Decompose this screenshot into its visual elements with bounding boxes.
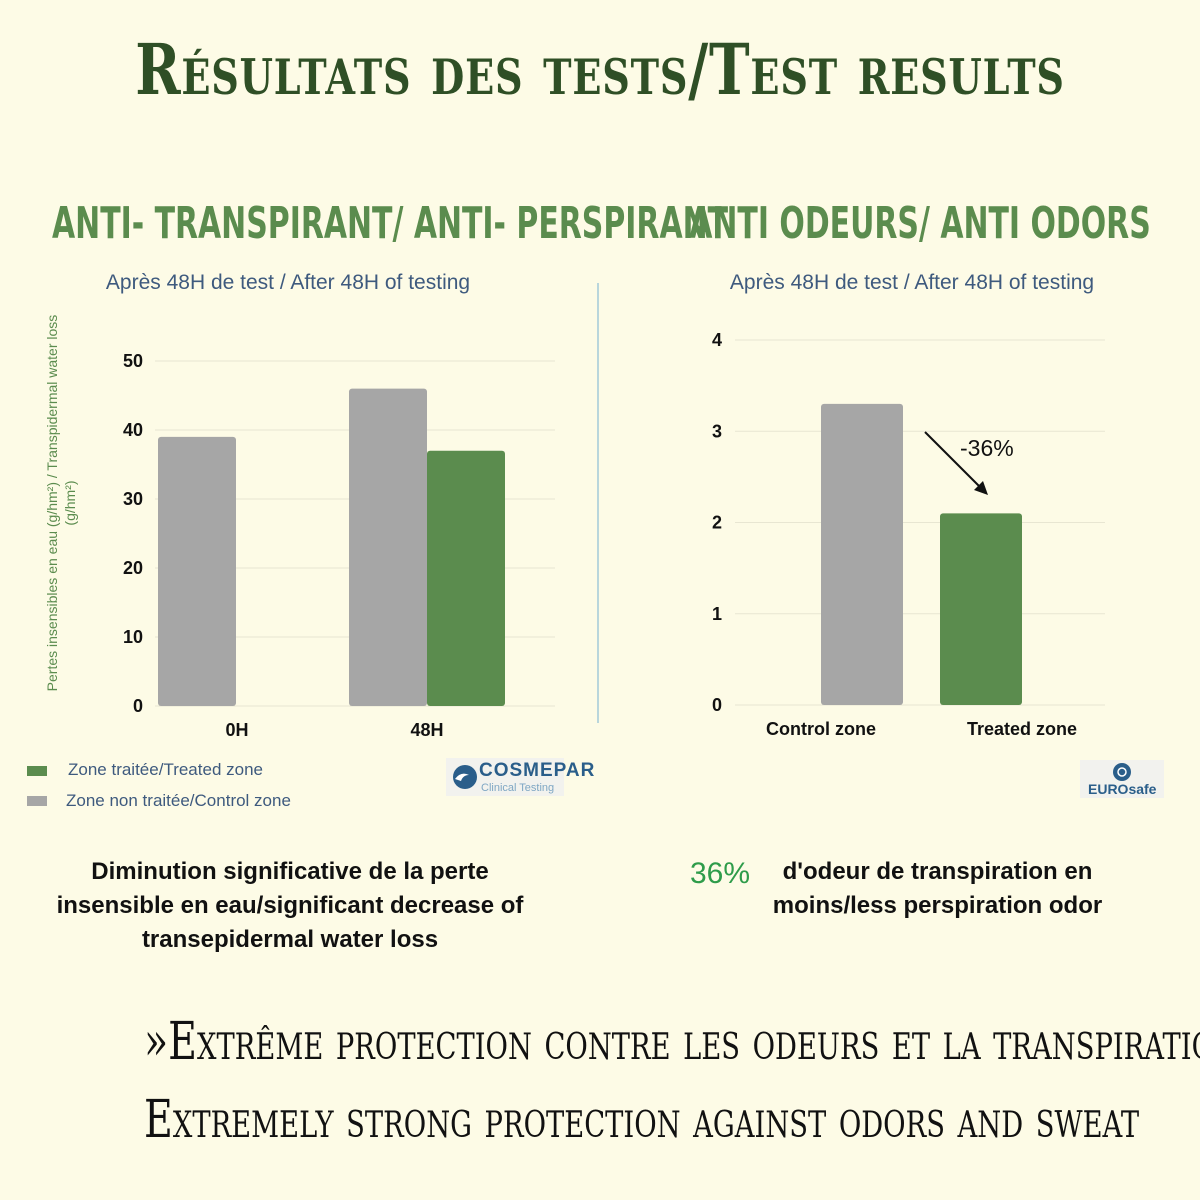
summary-percentage: 36% <box>690 857 751 890</box>
left-chart-subtitle: Après 48H de test / After 48H of testing <box>105 271 471 294</box>
legend-label-treated: Zone traitée/Treated zone <box>68 760 263 779</box>
panel-divider <box>597 283 599 723</box>
slogan-line-1: »Extrême protection contre les odeurs et… <box>144 1012 1200 1072</box>
right-summary: d'odeur de transpiration en moins/less p… <box>772 858 1103 919</box>
y-tick-label: 40 <box>123 420 143 440</box>
right-chart-subtitle: Après 48H de test / After 48H of testing <box>729 271 1095 294</box>
bar-treated-zone <box>940 513 1022 705</box>
anti-odor-heading: ANTI ODEURS/ ANTI ODORS <box>689 198 1151 249</box>
decrease-arrow-line <box>924 431 981 488</box>
legend-swatch-treated <box>27 766 47 776</box>
y-tick-label: 0 <box>133 696 143 716</box>
left-chart: 0 10 20 30 40 50 0H 48H <box>123 351 555 740</box>
bar-control <box>158 436 236 706</box>
eurosafe-logo-text: EUROsafe <box>1088 781 1157 797</box>
x-tick-label: 0H <box>225 720 248 740</box>
cosmepar-logo-text: COSMEPAR <box>479 760 596 781</box>
right-chart: 0 1 2 3 4 Control zone Treated zone <box>712 330 1105 739</box>
y-tick-label: 50 <box>123 351 143 371</box>
page-title: Résultats des tests/Test results <box>135 28 1065 111</box>
bar-control-zone <box>821 403 903 705</box>
y-tick-label: 2 <box>712 513 722 533</box>
cosmepar-logo: COSMEPAR Clinical Testing <box>446 758 594 796</box>
cosmepar-logo-tagline: Clinical Testing <box>481 782 555 794</box>
decrease-arrow-head <box>974 481 988 495</box>
legend-label-control: Zone non traitée/Control zone <box>66 791 291 810</box>
y-tick-label: 20 <box>123 558 143 578</box>
cosmepar-wave-icon <box>453 765 477 789</box>
eurosafe-globe-icon <box>1113 763 1131 781</box>
x-tick-label: Treated zone <box>967 719 1077 739</box>
y-tick-label: 3 <box>712 421 722 441</box>
eurosafe-logo: EUROsafe <box>1080 760 1164 798</box>
x-tick-label: Control zone <box>766 719 876 739</box>
y-tick-label: 0 <box>712 695 722 715</box>
slogan-line-2: Extremely strong protection against odor… <box>144 1090 1140 1150</box>
odor-annotation: -36% <box>960 435 1014 461</box>
legend-swatch-control <box>27 796 47 806</box>
y-tick-label: 1 <box>712 604 722 624</box>
bar-treated <box>427 450 505 706</box>
x-tick-label: 48H <box>410 720 443 740</box>
left-summary: Diminution significative de la perte ins… <box>56 858 524 953</box>
y-tick-label: 10 <box>123 627 143 647</box>
y-tick-label: 4 <box>712 330 722 350</box>
bar-control <box>349 388 427 706</box>
y-tick-label: 30 <box>123 489 143 509</box>
